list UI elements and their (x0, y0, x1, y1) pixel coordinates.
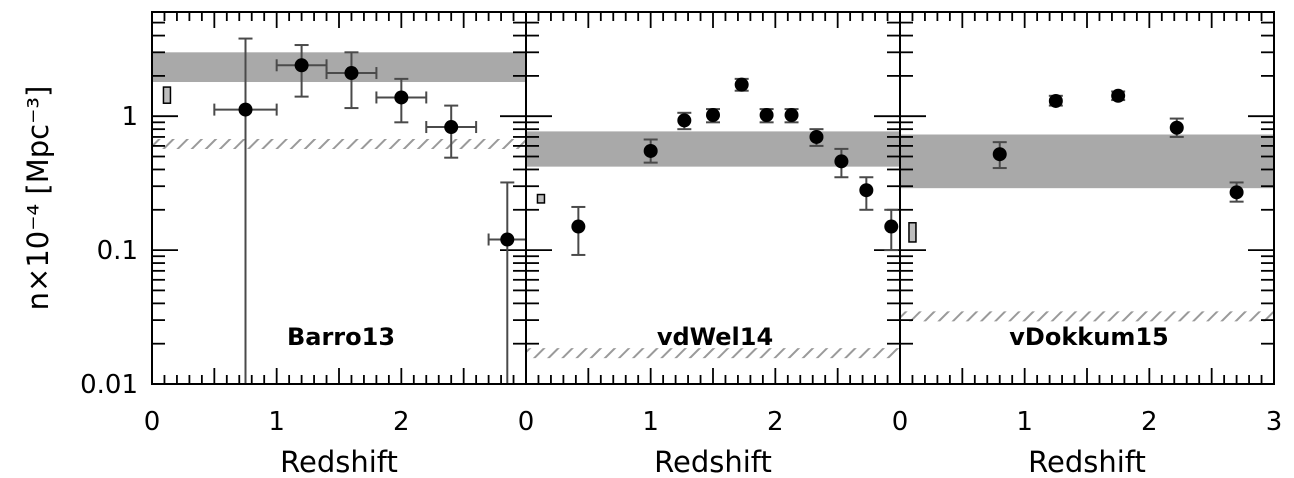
hatched-line (527, 348, 899, 359)
data-point (706, 108, 720, 123)
data-point (1229, 185, 1244, 200)
error-bar (325, 51, 378, 110)
y-tick-label: 1 (121, 102, 138, 132)
y-tick-label: 0.01 (80, 370, 138, 400)
hatched-line (901, 311, 1273, 322)
data-point (677, 113, 692, 128)
x-tick-label: 2 (393, 407, 410, 437)
x-tick-label: 0 (892, 407, 909, 437)
error-bar (487, 181, 527, 384)
x-tick-label: 1 (642, 407, 659, 437)
data-point (834, 154, 849, 169)
box-marker (908, 222, 917, 243)
axis-ticks (152, 11, 526, 385)
x-tick-label: 2 (1141, 407, 1158, 437)
axis-ticks (900, 11, 1274, 385)
data-point (809, 129, 824, 144)
panel-label: vDokkum15 (1009, 323, 1168, 351)
hatched-line (153, 138, 525, 149)
data-point (294, 58, 309, 73)
box-marker (536, 193, 546, 204)
axis-ticks (526, 11, 900, 385)
data-point (500, 232, 515, 247)
data-point (884, 219, 899, 234)
box-marker (162, 86, 172, 104)
y-tick-label: 0.1 (97, 236, 138, 266)
data-point (643, 143, 658, 158)
shaded-band (152, 52, 526, 83)
panel-label: Barro13 (287, 323, 395, 351)
data-point (1111, 88, 1126, 103)
data-point (859, 183, 874, 198)
panel-vdokkum15: vDokkum15 0 1 2 3 Redshift (892, 11, 1283, 478)
x-tick-label: 3 (1266, 407, 1283, 437)
data-point (238, 102, 253, 117)
x-axis-title: Redshift (1028, 445, 1146, 478)
data-point (394, 90, 409, 105)
x-axis-title: Redshift (280, 445, 398, 478)
x-tick-label: 2 (767, 407, 784, 437)
data-point (759, 108, 774, 123)
x-tick-label: 1 (1016, 407, 1033, 437)
x-tick-label: 0 (144, 407, 161, 437)
y-axis-title: n×10⁻⁴ [Mpc⁻³] (21, 86, 55, 311)
shaded-band (900, 134, 1274, 189)
data-point (1048, 93, 1063, 108)
x-axis-title: Redshift (654, 445, 772, 478)
x-tick-label: 0 (518, 407, 535, 437)
data-point (444, 120, 459, 135)
data-point (784, 108, 799, 123)
data-point (734, 77, 749, 92)
data-point (1169, 120, 1184, 135)
x-tick-label: 1 (268, 407, 285, 437)
panel-barro13: Barro13 0 1 2 0.01 0.1 1 Redshift (80, 11, 527, 478)
panel-vdwel14: vdWel14 0 1 2 Redshift (518, 11, 901, 478)
error-bar (213, 37, 278, 384)
data-point (992, 147, 1007, 162)
panel-label: vdWel14 (657, 323, 773, 351)
data-point (571, 219, 586, 234)
panel-frame (899, 11, 1275, 385)
data-point (344, 66, 359, 81)
